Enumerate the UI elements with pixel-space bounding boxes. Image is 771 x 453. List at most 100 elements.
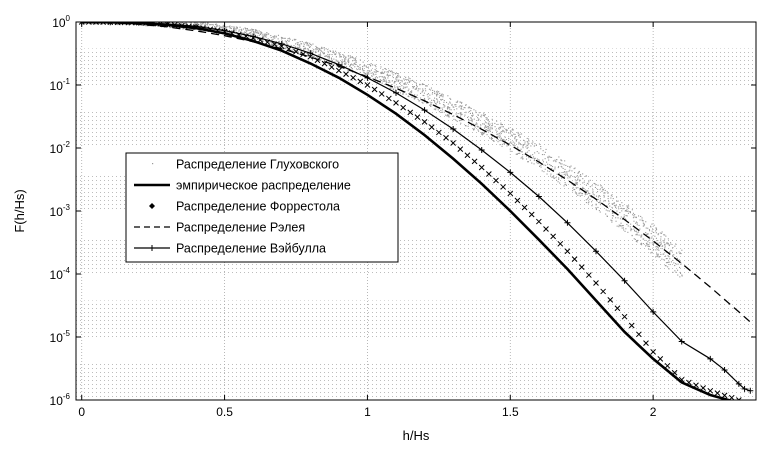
legend-entry: Распределение Форрестола xyxy=(149,200,340,214)
data-point xyxy=(166,20,167,21)
data-point xyxy=(680,272,682,274)
data-point xyxy=(628,207,630,209)
data-point xyxy=(672,271,674,273)
data-point xyxy=(358,68,360,70)
data-point xyxy=(526,141,528,143)
data-point xyxy=(597,206,599,208)
data-point xyxy=(394,87,396,89)
data-point xyxy=(480,116,482,118)
data-point xyxy=(621,210,623,212)
data-point xyxy=(438,111,440,113)
data-point xyxy=(663,259,665,261)
data-point xyxy=(320,50,322,52)
data-point xyxy=(406,79,408,81)
data-point xyxy=(198,24,200,26)
data-point xyxy=(661,258,663,260)
data-point xyxy=(627,231,629,233)
data-point xyxy=(406,86,408,88)
data-point xyxy=(126,19,127,20)
data-point xyxy=(395,78,397,80)
data-point xyxy=(373,71,375,73)
data-point xyxy=(593,248,599,255)
data-point xyxy=(652,238,654,240)
data-point xyxy=(443,100,445,102)
data-point xyxy=(394,82,396,84)
data-point xyxy=(287,38,289,40)
data-point xyxy=(573,168,575,170)
data-point xyxy=(437,92,439,94)
data-point xyxy=(97,20,98,21)
data-point xyxy=(229,25,231,27)
data-point xyxy=(581,194,583,196)
data-point xyxy=(306,52,308,54)
data-point xyxy=(527,142,529,144)
data-point xyxy=(574,183,576,185)
data-point xyxy=(606,191,608,193)
data-point xyxy=(670,243,672,245)
data-point xyxy=(394,80,396,82)
data-point xyxy=(350,56,352,58)
data-point xyxy=(387,73,389,75)
data-point xyxy=(660,253,662,255)
data-point xyxy=(353,59,355,61)
data-point xyxy=(447,114,449,116)
data-point xyxy=(567,175,569,177)
data-point xyxy=(595,207,597,209)
data-point xyxy=(401,81,403,83)
data-point xyxy=(280,36,282,38)
data-point xyxy=(429,104,431,106)
data-point xyxy=(381,79,383,81)
data-point xyxy=(284,40,286,42)
data-point xyxy=(611,194,613,196)
data-point xyxy=(436,98,438,100)
data-point xyxy=(407,109,414,116)
data-point xyxy=(265,35,267,37)
data-point xyxy=(349,65,351,67)
data-point xyxy=(655,232,657,234)
data-point xyxy=(543,226,549,232)
data-point xyxy=(485,129,487,131)
data-point xyxy=(636,224,638,226)
data-point xyxy=(463,107,465,109)
data-point xyxy=(538,159,540,161)
data-point xyxy=(163,22,165,24)
data-point xyxy=(577,187,579,189)
data-point xyxy=(299,41,301,43)
data-point xyxy=(421,101,423,103)
data-point xyxy=(340,56,342,58)
data-point xyxy=(392,74,394,76)
x-axis-label: h/Hs xyxy=(403,428,430,443)
data-point xyxy=(416,84,418,86)
data-point xyxy=(628,205,630,207)
data-point xyxy=(181,20,182,21)
data-point xyxy=(220,27,222,29)
data-point xyxy=(258,34,260,36)
data-point xyxy=(579,180,581,182)
data-point xyxy=(497,133,499,135)
data-point xyxy=(144,20,145,21)
data-point xyxy=(607,195,609,197)
data-point xyxy=(453,118,455,120)
data-point xyxy=(371,75,373,77)
data-point xyxy=(666,242,668,244)
data-point xyxy=(560,165,562,167)
data-point xyxy=(282,41,284,43)
data-point xyxy=(381,71,383,73)
data-point xyxy=(579,189,581,191)
data-point xyxy=(449,97,451,99)
data-point xyxy=(107,20,108,21)
data-point xyxy=(517,146,519,148)
data-point xyxy=(472,114,474,116)
data-point xyxy=(416,94,418,96)
data-point xyxy=(566,173,568,175)
data-point xyxy=(291,49,293,51)
data-point xyxy=(482,114,484,116)
data-point xyxy=(648,229,650,231)
data-point xyxy=(501,126,503,128)
data-point xyxy=(151,20,152,21)
data-point xyxy=(355,63,357,65)
data-point xyxy=(612,198,614,200)
data-point xyxy=(263,33,265,35)
data-point xyxy=(524,143,526,145)
